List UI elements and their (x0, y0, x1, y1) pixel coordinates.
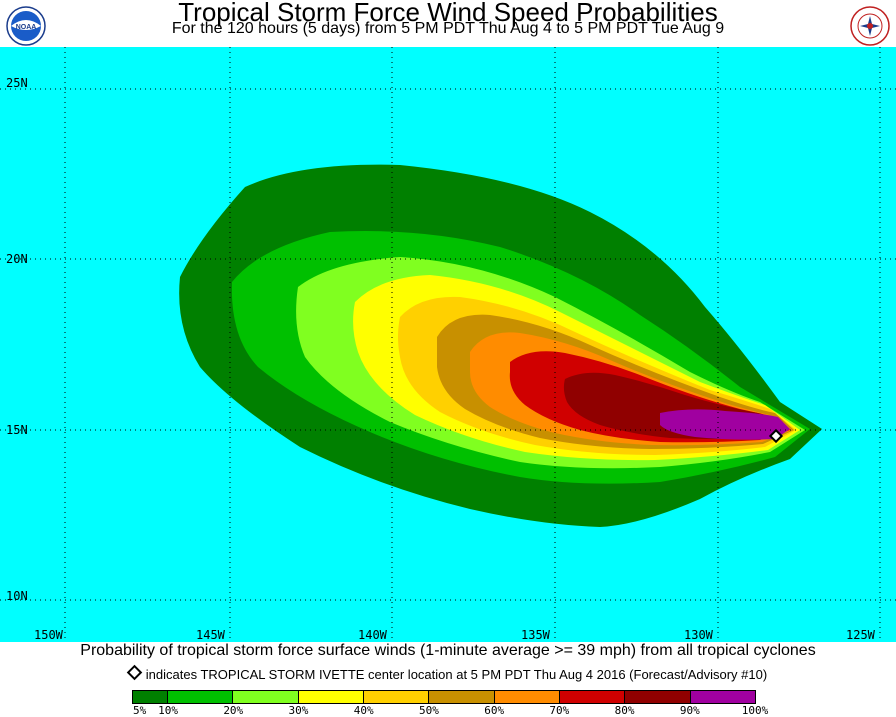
legend-swatch-9 (690, 691, 755, 703)
lat-label-25n: 25N (6, 76, 28, 90)
legend-swatch-0 (133, 691, 168, 703)
probability-map: 25N 20N 15N 10N 150W 145W 140W 135W 130W… (0, 47, 896, 642)
lon-label-150w: 150W (34, 628, 64, 642)
nws-logo (850, 6, 890, 46)
legend-label-7: 70% (549, 704, 570, 717)
storm-note-text: indicates TROPICAL STORM IVETTE center l… (145, 667, 768, 682)
legend-swatch-5 (429, 691, 495, 703)
legend-label-9: 90% (679, 704, 700, 717)
probability-legend (132, 690, 756, 704)
contour-90pct (660, 409, 790, 440)
legend-label-3: 30% (288, 704, 309, 717)
storm-note: indicates TROPICAL STORM IVETTE center l… (0, 664, 896, 682)
legend-label-5: 50% (418, 704, 439, 717)
legend-swatch-7 (559, 691, 626, 703)
lat-label-15n: 15N (6, 423, 28, 437)
legend-swatch-1 (168, 691, 234, 703)
lon-label-145w: 145W (196, 628, 226, 642)
map-canvas: 25N 20N 15N 10N 150W 145W 140W 135W 130W… (0, 47, 896, 642)
lon-label-125w: 125W (846, 628, 876, 642)
noaa-logo-text: NOAA (16, 24, 37, 31)
legend-swatch-8 (625, 691, 691, 703)
legend-label-6: 60% (484, 704, 505, 717)
legend-swatch-3 (298, 691, 364, 703)
legend-label-2: 20% (223, 704, 244, 717)
legend-swatch-2 (233, 691, 299, 703)
lat-label-10n: 10N (6, 589, 28, 603)
map-title: Tropical Storm Force Wind Speed Probabil… (178, 0, 718, 27)
legend-label-0: 5% (133, 704, 147, 717)
map-subtitle: For the 120 hours (5 days) from 5 PM PDT… (171, 20, 725, 37)
lon-label-130w: 130W (684, 628, 714, 642)
lon-label-140w: 140W (358, 628, 388, 642)
legend-swatch-4 (363, 691, 430, 703)
legend-label-4: 40% (353, 704, 374, 717)
map-caption: Probability of tropical storm force surf… (80, 642, 816, 659)
storm-center-legend-icon (126, 664, 143, 681)
legend-swatch-6 (494, 691, 560, 703)
lon-label-135w: 135W (521, 628, 551, 642)
lat-label-20n: 20N (6, 252, 28, 266)
legend-label-10: 100% (741, 704, 769, 717)
legend-label-1: 10% (158, 704, 178, 717)
map-grid (0, 47, 896, 642)
noaa-logo: NOAA (6, 6, 46, 46)
legend-labels: 5% 10% 20% 30% 40% 50% 60% 70% 80% 90% 100% (0, 704, 896, 717)
storm-center-diamond (768, 428, 784, 444)
legend-label-8: 80% (614, 704, 635, 717)
